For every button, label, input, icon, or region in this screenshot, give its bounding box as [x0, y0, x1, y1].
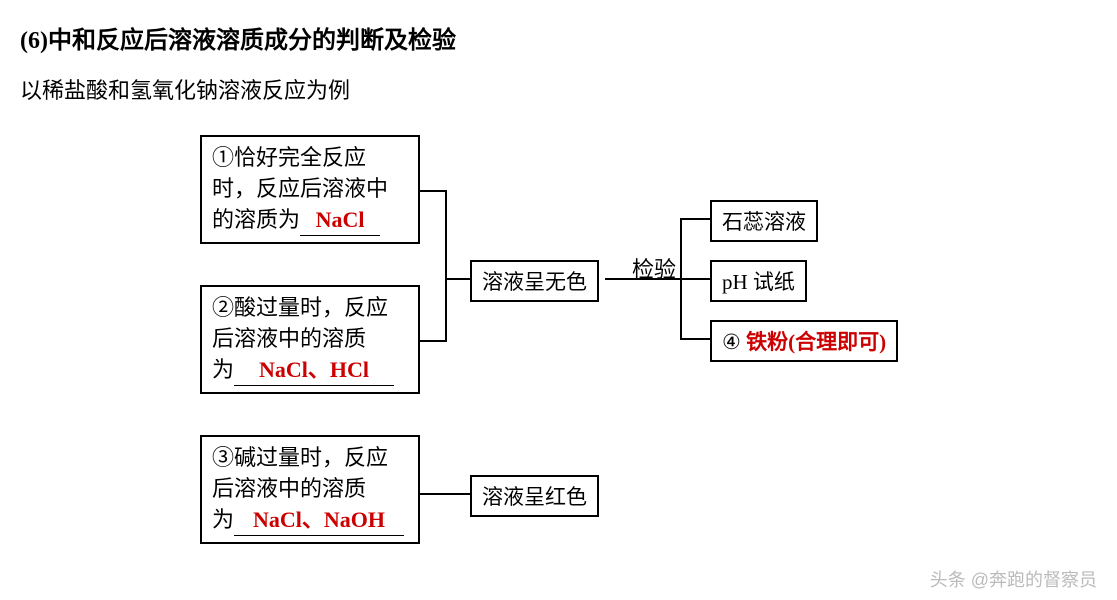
connector	[680, 278, 710, 280]
case2-prefix: 为	[212, 357, 234, 382]
case1-prefix: 的溶质为	[212, 207, 300, 232]
case1-line1: ①恰好完全反应	[212, 143, 408, 174]
case-box-3: ③碱过量时，反应 后溶液中的溶质 为 NaCl、NaOH	[200, 435, 420, 544]
test-ph-paper: pH 试纸	[710, 260, 807, 302]
case1-line3: 的溶质为 NaCl	[212, 205, 408, 237]
test4-answer: 铁粉(合理即可)	[746, 330, 886, 354]
case1-answer: NaCl	[316, 207, 365, 232]
connector	[420, 190, 445, 192]
case2-line3: 为 NaCl、HCl	[212, 355, 408, 387]
case3-line3: 为 NaCl、NaOH	[212, 505, 408, 537]
case3-prefix: 为	[212, 507, 234, 532]
case2-line2: 后溶液中的溶质	[212, 324, 408, 355]
connector	[680, 218, 710, 220]
case2-line1: ②酸过量时，反应	[212, 293, 408, 324]
case-box-2: ②酸过量时，反应 后溶液中的溶质 为 NaCl、HCl	[200, 285, 420, 394]
section-title: (6)中和反应后溶液溶质成分的判断及检验	[20, 20, 1097, 55]
connector	[445, 190, 447, 342]
connector	[420, 340, 445, 342]
connector	[680, 338, 710, 340]
connector	[420, 493, 470, 495]
case-box-1: ①恰好完全反应 时，反应后溶液中 的溶质为 NaCl	[200, 135, 420, 244]
flowchart-diagram: ①恰好完全反应 时，反应后溶液中 的溶质为 NaCl ②酸过量时，反应 后溶液中的…	[20, 135, 1097, 575]
result-red: 溶液呈红色	[470, 475, 599, 517]
case3-answer: NaCl、NaOH	[253, 507, 385, 532]
case3-line1: ③碱过量时，反应	[212, 443, 408, 474]
test4-num: ④	[722, 330, 741, 354]
watermark: 头条 @奔跑的督察员	[930, 566, 1097, 592]
test-litmus: 石蕊溶液	[710, 200, 818, 242]
case3-line2: 后溶液中的溶质	[212, 474, 408, 505]
result-colorless: 溶液呈无色	[470, 260, 599, 302]
case2-answer: NaCl、HCl	[259, 357, 369, 382]
case1-line2: 时，反应后溶液中	[212, 174, 408, 205]
test-iron-powder: ④ 铁粉(合理即可)	[710, 320, 898, 362]
connector	[605, 278, 680, 280]
connector	[445, 278, 470, 280]
section-subtitle: 以稀盐酸和氢氧化钠溶液反应为例	[20, 73, 1097, 105]
